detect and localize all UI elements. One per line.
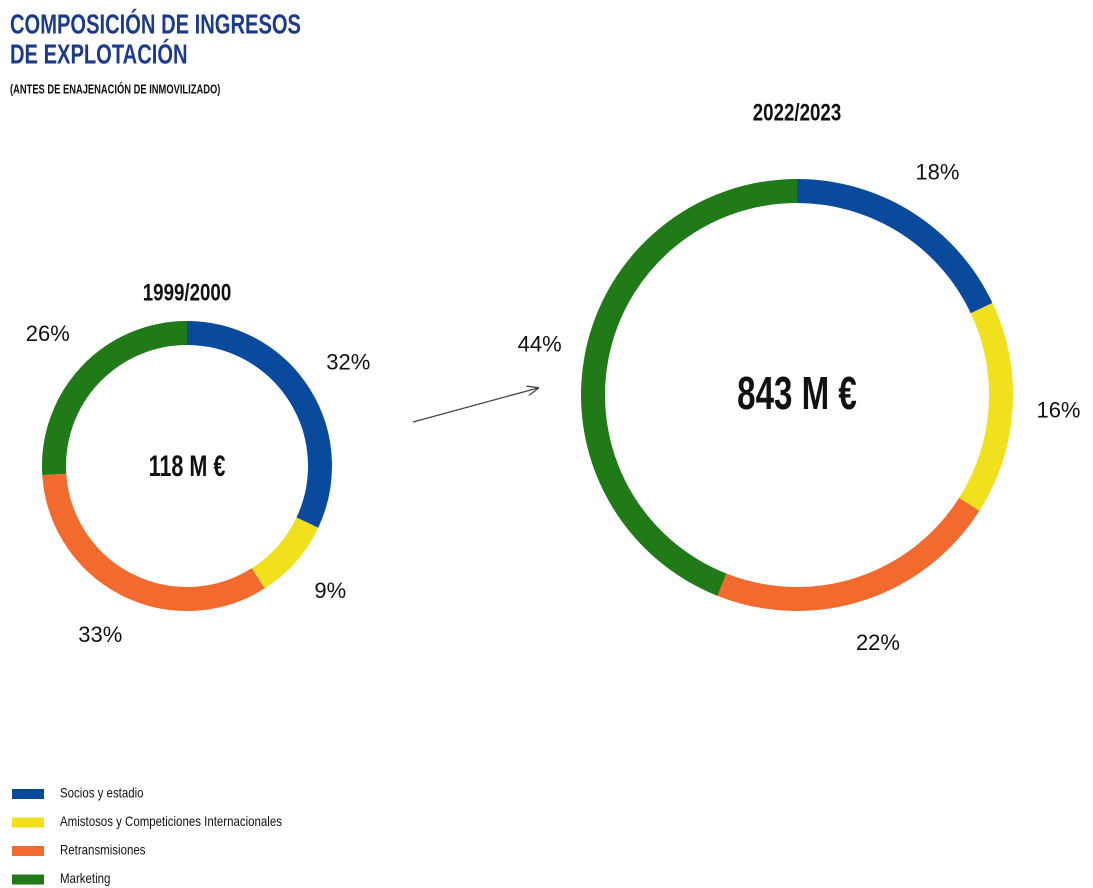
- donut-segment: [42, 321, 188, 476]
- title-line: COMPOSICIÓN DE INGRESOS: [10, 8, 301, 40]
- legend-entry: Retransmisiones: [60, 842, 145, 858]
- data-label: 18%: [915, 160, 959, 185]
- donut-segment: [186, 321, 332, 528]
- center-label: 843 M €: [737, 369, 857, 419]
- center-label-group: 118 M €: [149, 448, 226, 482]
- legend-label: Marketing: [60, 870, 110, 886]
- data-label: 32%: [326, 349, 370, 374]
- donut-segment: [581, 179, 798, 596]
- donut-segment: [717, 497, 980, 611]
- chart-title: 1999/2000: [143, 279, 231, 306]
- center-label-group: 843 M €: [737, 369, 857, 419]
- chart-title: 2022/2023: [753, 99, 841, 126]
- subtitle: (ANTES DE ENAJENACIÓN DE INMOVILIZADO): [10, 82, 221, 97]
- arrow: [412, 388, 538, 423]
- data-label: 16%: [1036, 397, 1080, 422]
- legend-entry: Marketing: [60, 870, 110, 886]
- data-label: 9%: [314, 578, 346, 603]
- legend-entry: Amistosos y Competiciones Internacionale…: [60, 813, 282, 829]
- title-line: DE EXPLOTACIÓN: [10, 38, 188, 70]
- donut-segment: [251, 517, 319, 589]
- data-label: 26%: [26, 321, 70, 346]
- legend-swatch: [12, 874, 44, 885]
- legend-swatch: [12, 789, 44, 799]
- chart-title-group: 2022/2023: [753, 99, 841, 126]
- legend-swatch: [12, 846, 44, 856]
- legend-entry: Socios y estadio: [60, 785, 144, 801]
- donut-segment: [796, 179, 993, 314]
- chart-title-group: 1999/2000: [143, 279, 231, 306]
- donut-segment: [959, 303, 1013, 511]
- data-label: 22%: [856, 630, 900, 655]
- legend-label: Retransmisiones: [60, 842, 145, 858]
- legend-label: Amistosos y Competiciones Internacionale…: [60, 813, 282, 829]
- donut-segment: [42, 473, 265, 611]
- center-label: 118 M €: [149, 448, 226, 482]
- data-label: 33%: [78, 622, 122, 647]
- legend-label: Socios y estadio: [60, 785, 144, 801]
- data-label: 44%: [518, 332, 562, 357]
- legend-swatch: [12, 817, 44, 828]
